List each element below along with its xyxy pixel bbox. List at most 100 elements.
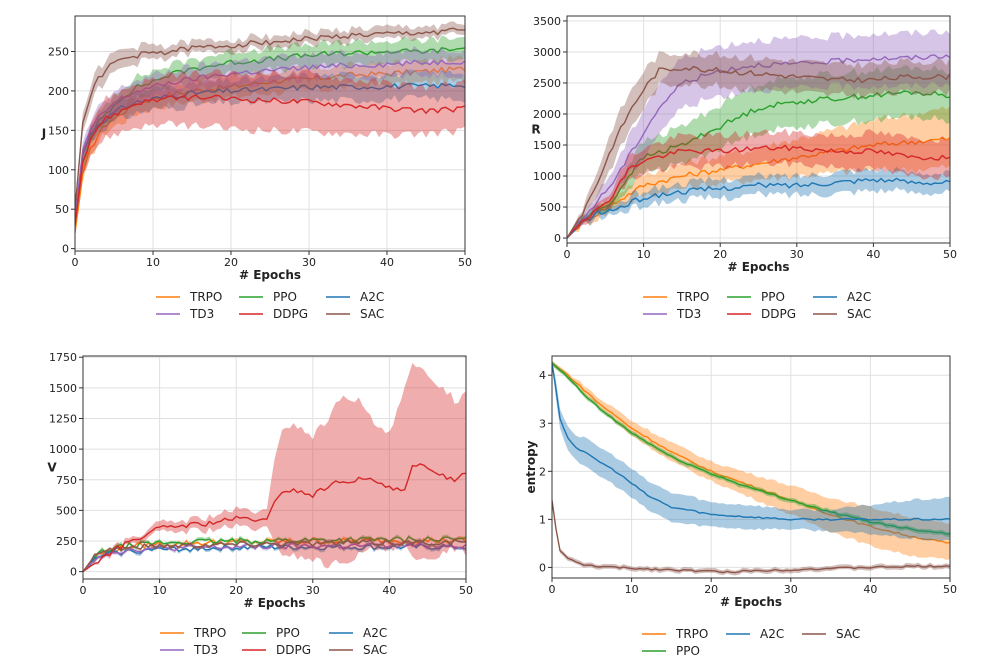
x-tick-label: 50 — [459, 584, 473, 597]
band-ddpg — [567, 128, 950, 238]
y-tick-label: 500 — [540, 201, 561, 214]
x-axis-label: # Epochs — [727, 260, 789, 274]
line-td3 — [75, 59, 465, 218]
y-tick-label: 4 — [539, 369, 546, 382]
legend-label-sac: SAC — [360, 307, 384, 321]
band-td3 — [75, 46, 465, 221]
band-a2c — [552, 360, 950, 541]
x-tick-label: 10 — [625, 583, 639, 596]
y-tick-label: 200 — [48, 85, 69, 98]
legend-label-td3: TD3 — [189, 307, 214, 321]
line-trpo — [567, 136, 950, 239]
band-sac — [567, 50, 950, 238]
band-ppo — [567, 65, 950, 238]
legend-label-trpo: TRPO — [675, 627, 708, 641]
line-ddpg — [567, 144, 950, 239]
y-tick-label: 0 — [70, 566, 77, 579]
x-tick-label: 50 — [943, 583, 957, 596]
y-tick-label: 0 — [62, 243, 69, 256]
line-ddpg — [83, 463, 466, 573]
line-a2c — [75, 82, 465, 222]
y-axis-label: R — [531, 123, 540, 137]
band-sac — [552, 497, 950, 576]
x-axis-label: # Epochs — [243, 596, 305, 610]
line-trpo — [75, 66, 465, 233]
y-tick-label: 0 — [539, 561, 546, 574]
y-tick-label: 2000 — [533, 108, 561, 121]
y-tick-label: 3000 — [533, 46, 561, 59]
x-tick-label: 40 — [380, 256, 394, 269]
band-ddpg — [83, 363, 466, 572]
axes-frame — [82, 355, 467, 580]
band-trpo — [567, 106, 950, 238]
y-tick-label: 250 — [48, 45, 69, 58]
line-sac — [567, 65, 950, 239]
y-tick-label: 750 — [56, 474, 77, 487]
legend-label-sac: SAC — [836, 627, 860, 641]
y-tick-label: 250 — [56, 535, 77, 548]
legend-label-td3: TD3 — [193, 643, 218, 657]
y-tick-label: 50 — [55, 203, 69, 216]
x-tick-label: 30 — [302, 256, 316, 269]
plot-area — [83, 363, 466, 573]
y-tick-label: 500 — [56, 504, 77, 517]
y-axis-label: J — [41, 127, 46, 141]
axes-frame — [74, 15, 466, 252]
x-tick-label: 30 — [306, 584, 320, 597]
x-tick-label: 40 — [382, 584, 396, 597]
plot-area — [75, 21, 465, 237]
y-tick-label: 150 — [48, 124, 69, 137]
band-a2c — [75, 69, 465, 225]
x-tick-label: 10 — [153, 584, 167, 597]
line-sac — [552, 500, 950, 574]
line-td3 — [567, 54, 950, 239]
x-tick-label: 30 — [790, 248, 804, 261]
x-tick-label: 0 — [72, 256, 79, 269]
line-ppo — [567, 90, 950, 239]
line-sac — [83, 539, 466, 573]
legend-label-trpo: TRPO — [676, 290, 709, 304]
y-tick-label: 1 — [539, 513, 546, 526]
x-tick-label: 0 — [549, 583, 556, 596]
legend: TRPO PPO A2C TD3 DDPG SAC — [156, 290, 384, 321]
x-tick-label: 20 — [704, 583, 718, 596]
y-tick-label: 1500 — [49, 382, 77, 395]
y-tick-label: 1750 — [49, 351, 77, 364]
y-tick-label: 2500 — [533, 77, 561, 90]
x-tick-label: 0 — [80, 584, 87, 597]
legend-label-sac: SAC — [363, 643, 387, 657]
axes-frame — [551, 355, 951, 579]
y-axis-label: V — [47, 461, 57, 475]
x-tick-label: 0 — [564, 248, 571, 261]
legend-label-sac: SAC — [847, 307, 871, 321]
x-axis-label: # Epochs — [720, 595, 782, 609]
legend-label-a2c: A2C — [363, 626, 387, 640]
plot-area — [567, 29, 950, 239]
band-ddpg — [75, 69, 465, 229]
legend-label-ddpg: DDPG — [273, 307, 308, 321]
y-tick-label: 1500 — [533, 139, 561, 152]
legend-label-a2c: A2C — [360, 290, 384, 304]
x-tick-label: 40 — [866, 248, 880, 261]
x-tick-label: 20 — [713, 248, 727, 261]
legend-label-trpo: TRPO — [189, 290, 222, 304]
legend-label-ddpg: DDPG — [276, 643, 311, 657]
legend: TRPO A2C SAC PPO — [642, 627, 860, 658]
x-tick-label: 20 — [224, 256, 238, 269]
legend-label-td3: TD3 — [676, 307, 701, 321]
y-tick-label: 100 — [48, 164, 69, 177]
band-a2c — [567, 166, 950, 238]
line-ppo — [83, 535, 466, 573]
line-ppo — [552, 362, 950, 535]
line-a2c — [567, 177, 950, 239]
y-tick-label: 1000 — [533, 170, 561, 183]
legend-label-ppo: PPO — [276, 626, 300, 640]
line-sac — [75, 27, 465, 210]
y-tick-label: 1000 — [49, 443, 77, 456]
y-tick-label: 1250 — [49, 412, 77, 425]
band-trpo — [75, 54, 465, 237]
legend-label-ppo: PPO — [273, 290, 297, 304]
x-tick-label: 10 — [637, 248, 651, 261]
